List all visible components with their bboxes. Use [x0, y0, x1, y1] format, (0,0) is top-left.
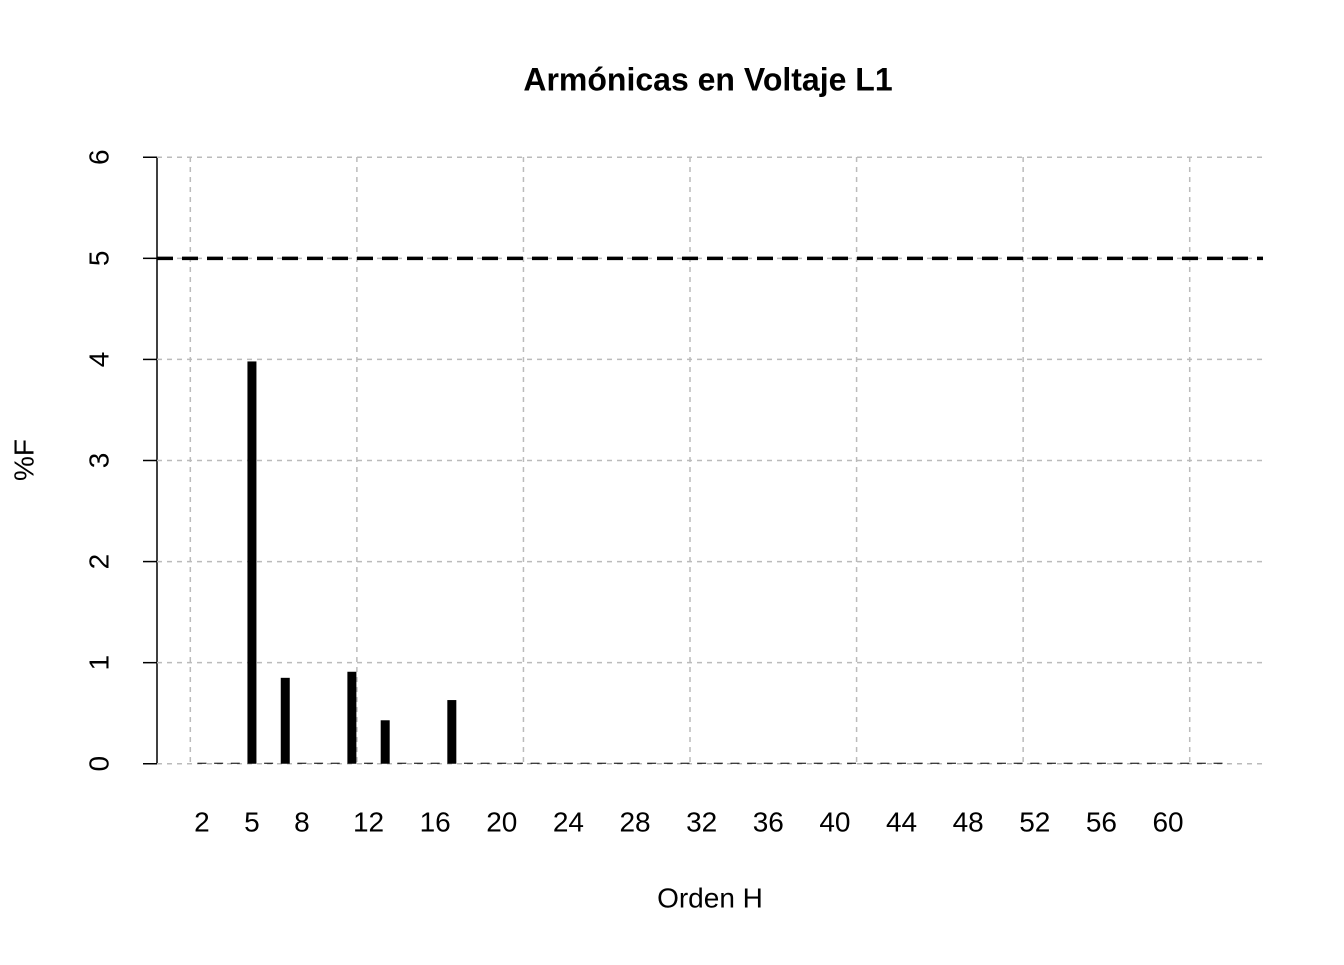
bar: [364, 762, 374, 764]
bar: [880, 762, 890, 764]
bar: [463, 762, 473, 764]
bar: [497, 762, 507, 764]
bar: [247, 361, 257, 764]
bar: [597, 762, 607, 764]
bar: [447, 700, 457, 764]
bar: [380, 720, 390, 764]
bar: [1063, 762, 1073, 764]
bar: [330, 762, 340, 764]
x-tick-label: 40: [819, 806, 850, 837]
bar: [1080, 762, 1090, 764]
bar: [1180, 762, 1190, 764]
bar: [397, 762, 407, 764]
bar: [947, 762, 957, 764]
x-tick-label: 32: [686, 806, 717, 837]
y-tick-label: 2: [83, 554, 114, 570]
x-tick-label: 44: [886, 806, 917, 837]
bar: [697, 762, 707, 764]
bar: [580, 762, 590, 764]
x-tick-label: 28: [619, 806, 650, 837]
bar: [1213, 762, 1223, 764]
x-tick-label: 16: [420, 806, 451, 837]
bar: [1196, 762, 1206, 764]
x-tick-label: 56: [1086, 806, 1117, 837]
bar: [747, 762, 757, 764]
bar: [730, 762, 740, 764]
bar: [1113, 762, 1123, 764]
x-tick-label: 60: [1152, 806, 1183, 837]
bar: [347, 671, 357, 764]
bar: [197, 762, 207, 764]
bar: [797, 762, 807, 764]
bar: [930, 762, 940, 764]
bar: [230, 762, 240, 764]
x-tick-label: 52: [1019, 806, 1050, 837]
bar: [963, 762, 973, 764]
bar: [713, 762, 723, 764]
bar: [1046, 762, 1056, 764]
bar: [264, 762, 274, 764]
bar: [1163, 762, 1173, 764]
bar: [813, 762, 823, 764]
bar: [547, 762, 557, 764]
x-tick-label: 20: [486, 806, 517, 837]
bar: [1130, 762, 1140, 764]
bar: [763, 762, 773, 764]
x-tick-label: 2: [194, 806, 210, 837]
x-tick-label: 5: [244, 806, 260, 837]
bar: [414, 762, 424, 764]
bar: [314, 762, 324, 764]
bar: [847, 762, 857, 764]
x-axis-label: Orden H: [657, 882, 763, 913]
bar: [1146, 762, 1156, 764]
y-tick-label: 0: [83, 756, 114, 772]
bar: [214, 762, 224, 764]
x-tick-label: 24: [553, 806, 584, 837]
chart-title: Armónicas en Voltaje L1: [523, 61, 892, 97]
y-tick-label: 3: [83, 453, 114, 469]
bar: [780, 762, 790, 764]
bar: [1030, 762, 1040, 764]
y-tick-label: 4: [83, 352, 114, 368]
bar: [830, 762, 840, 764]
bar: [996, 762, 1006, 764]
bar: [980, 762, 990, 764]
y-tick-label: 6: [83, 149, 114, 165]
bar: [530, 762, 540, 764]
x-tick-label: 48: [953, 806, 984, 837]
bar: [430, 762, 440, 764]
bar: [647, 762, 657, 764]
y-axis-label: %F: [8, 439, 39, 481]
y-tick-label: 5: [83, 251, 114, 267]
x-tick-label: 12: [353, 806, 384, 837]
bar: [863, 762, 873, 764]
bar: [1096, 762, 1106, 764]
bar: [630, 762, 640, 764]
bar: [663, 762, 673, 764]
x-tick-label: 36: [753, 806, 784, 837]
bar: [1013, 762, 1023, 764]
y-tick-label: 1: [83, 655, 114, 671]
bar: [913, 762, 923, 764]
bar: [297, 762, 307, 764]
bar: [613, 762, 623, 764]
x-tick-label: 8: [294, 806, 310, 837]
bar: [680, 762, 690, 764]
bar: [513, 762, 523, 764]
bar: [897, 762, 907, 764]
bar: [280, 677, 290, 764]
bar: [480, 762, 490, 764]
bar: [563, 762, 573, 764]
